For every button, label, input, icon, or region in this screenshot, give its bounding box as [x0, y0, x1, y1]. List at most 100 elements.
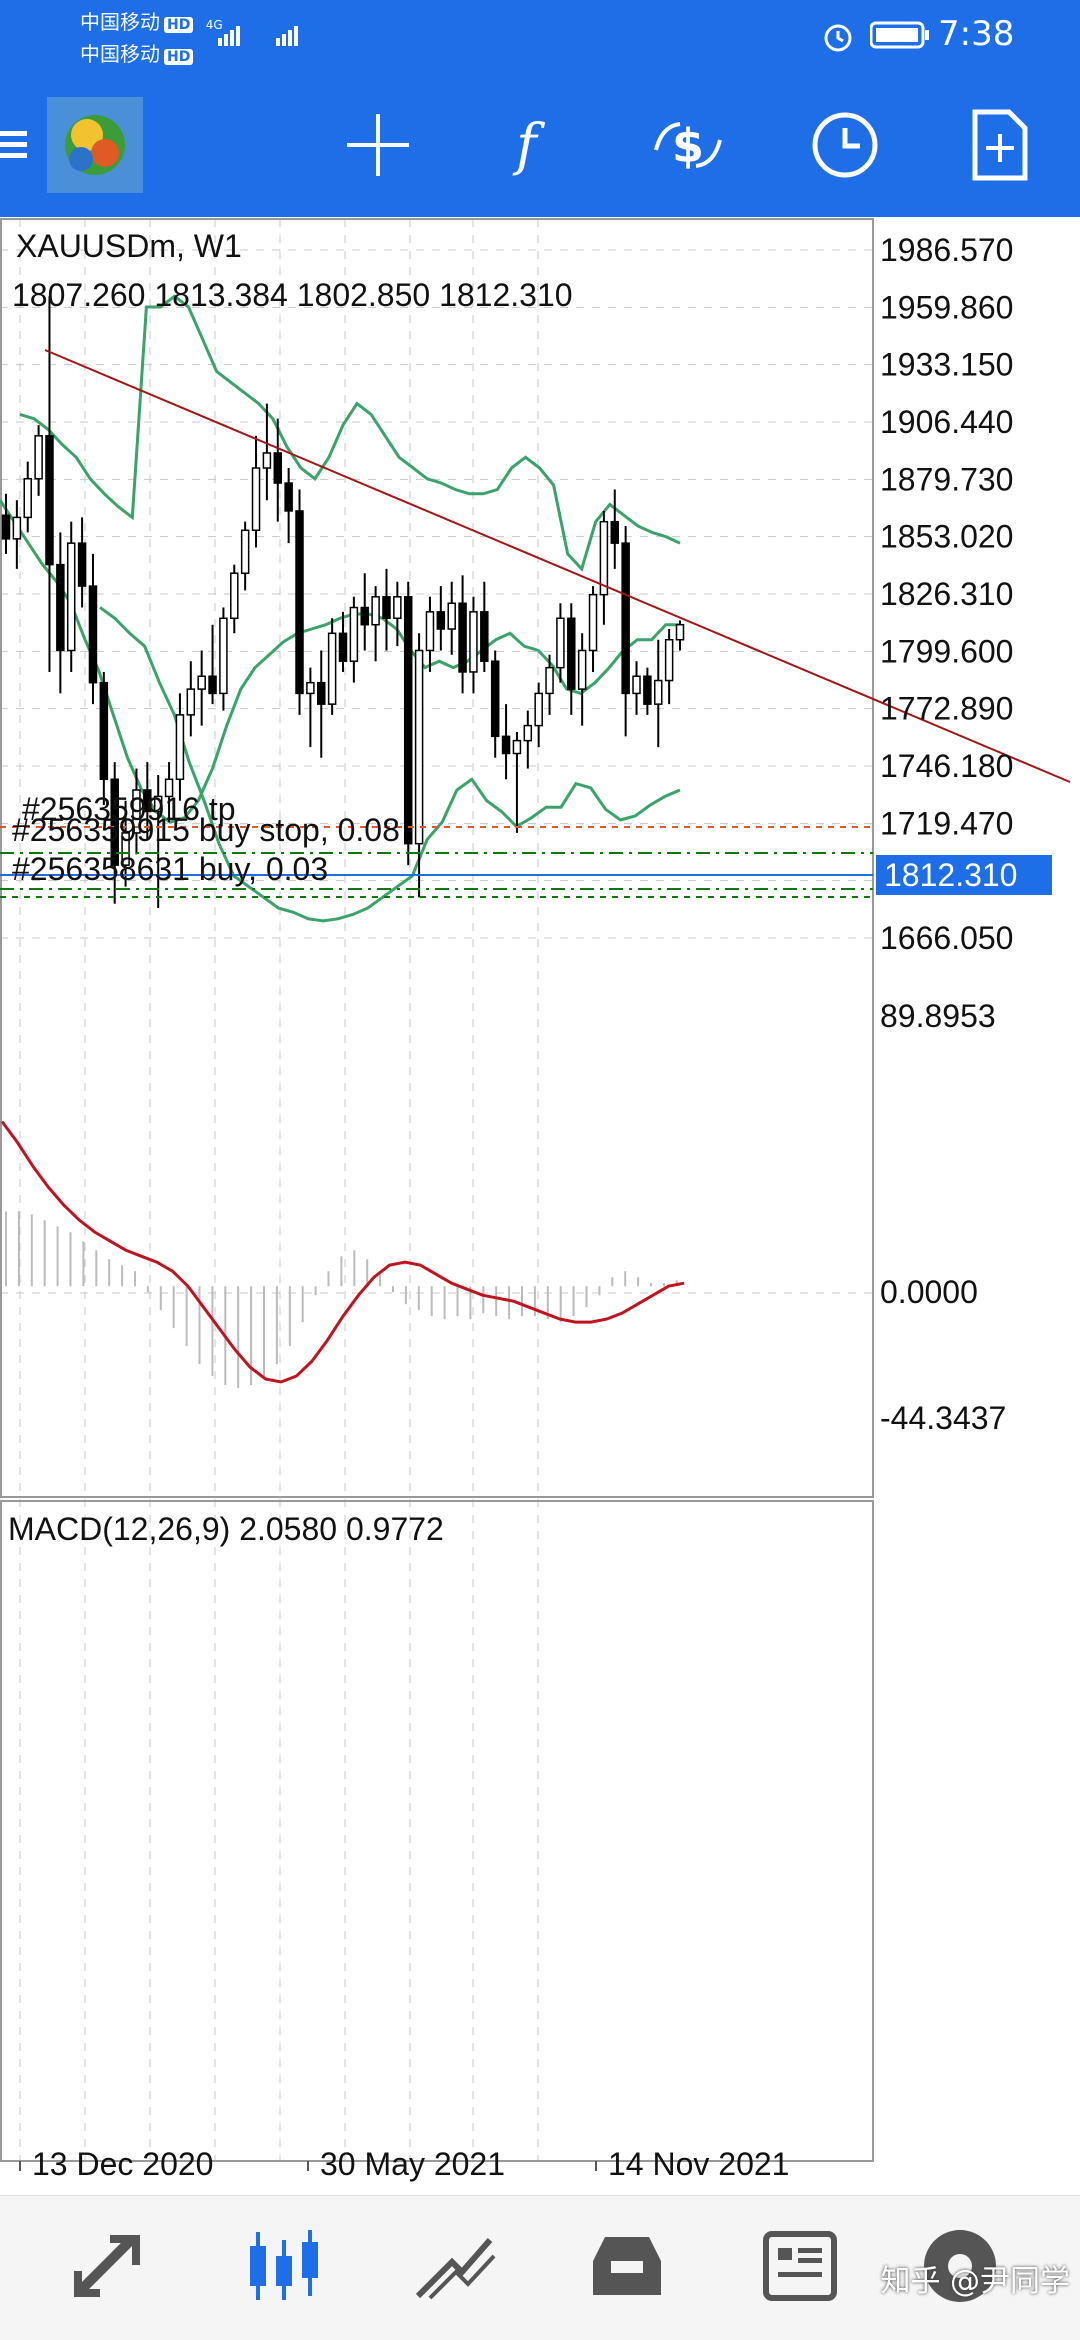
- crosshair-icon[interactable]: [328, 90, 428, 200]
- candlesticks[interactable]: [1, 296, 685, 909]
- candle-body[interactable]: [490, 660, 500, 738]
- chart-grid: [0, 219, 873, 2161]
- quotes-icon[interactable]: [55, 2216, 165, 2316]
- candle-body[interactable]: [175, 714, 185, 781]
- svg-text:f: f: [512, 113, 546, 178]
- candle-body[interactable]: [469, 611, 478, 673]
- candle-body[interactable]: [458, 602, 467, 673]
- candle-body[interactable]: [230, 572, 239, 620]
- candle-body[interactable]: [23, 478, 32, 519]
- time-tick-label: 13 Dec 2020: [32, 2146, 213, 2182]
- candle-body[interactable]: [153, 795, 163, 813]
- candle-body[interactable]: [110, 778, 119, 866]
- trade-icon[interactable]: $: [638, 90, 738, 200]
- price-axis: 1986.570 1959.860 1933.150 1906.440 1879.730…: [880, 232, 1013, 956]
- candle-body[interactable]: [317, 681, 326, 705]
- candle-body[interactable]: [425, 611, 435, 652]
- candle-body[interactable]: [197, 675, 206, 690]
- trendline[interactable]: [44, 349, 1071, 783]
- mt-logo-icon[interactable]: [44, 90, 146, 200]
- menu-icon[interactable]: [0, 90, 60, 200]
- candle-body[interactable]: [1, 514, 11, 540]
- candle-body[interactable]: [121, 832, 130, 866]
- macd-panel-frame: [0, 1500, 874, 2162]
- candle-body[interactable]: [327, 632, 337, 705]
- candle-body[interactable]: [219, 617, 228, 695]
- macd-indicator: [0, 1120, 685, 1389]
- function-icon[interactable]: f: [483, 90, 583, 200]
- candle-body[interactable]: [371, 596, 380, 626]
- chart-area[interactable]: 1986.570 1959.860 1933.150 1906.440 1879.730…: [0, 217, 1080, 2195]
- candle-body[interactable]: [588, 593, 598, 652]
- bottom-nav: 知乎 @尹同学: [0, 2195, 1080, 2340]
- candle-body[interactable]: [621, 542, 630, 695]
- new-document-icon[interactable]: [950, 90, 1050, 200]
- candle-body[interactable]: [34, 435, 43, 480]
- candle-body[interactable]: [382, 596, 391, 620]
- candle-body[interactable]: [414, 649, 424, 845]
- candle-body[interactable]: [664, 638, 674, 682]
- candle-body[interactable]: [208, 675, 217, 695]
- candle-body[interactable]: [512, 739, 522, 755]
- trade-icon[interactable]: [400, 2216, 510, 2316]
- history-icon[interactable]: [572, 2216, 682, 2316]
- candle-body[interactable]: [556, 617, 565, 669]
- macd-tick-label: 0.0000: [880, 1274, 978, 1310]
- candle-body[interactable]: [132, 789, 141, 834]
- candle-body[interactable]: [403, 596, 413, 845]
- candle-body[interactable]: [45, 435, 54, 566]
- candle-body[interactable]: [284, 482, 293, 512]
- macd-axis: 89.8953 0.0000 -44.3437: [880, 998, 1006, 1436]
- candle-body[interactable]: [77, 542, 87, 587]
- order-label-buy-stop: #256359915 buy stop, 0.08: [12, 812, 400, 848]
- bollinger-middle: [0, 499, 680, 824]
- candle-body[interactable]: [262, 452, 272, 469]
- candle-body[interactable]: [66, 542, 76, 652]
- price-tick-label: 1933.150: [880, 347, 1013, 383]
- candle-body[interactable]: [99, 681, 109, 781]
- price-tick-label: 1772.890: [880, 691, 1013, 727]
- candle-body[interactable]: [632, 675, 641, 695]
- candle-body[interactable]: [599, 520, 609, 596]
- charts-icon[interactable]: [228, 2216, 338, 2316]
- candle-body[interactable]: [273, 452, 283, 484]
- candle-body[interactable]: [186, 688, 196, 716]
- candle-body[interactable]: [393, 596, 402, 620]
- candle-body[interactable]: [143, 789, 152, 813]
- candle-body[interactable]: [675, 623, 685, 641]
- candle-body[interactable]: [349, 606, 359, 662]
- battery-icon: [869, 20, 932, 55]
- candle-body[interactable]: [610, 520, 620, 544]
- candle-body[interactable]: [88, 585, 98, 684]
- candle-body[interactable]: [12, 516, 22, 540]
- alarm-icon: [820, 18, 856, 59]
- candle-body[interactable]: [577, 649, 587, 690]
- candle-body[interactable]: [480, 611, 489, 662]
- candle-body[interactable]: [164, 778, 174, 798]
- price-tick-label: 1906.440: [880, 404, 1013, 440]
- settings-icon[interactable]: [905, 2216, 1015, 2316]
- candle-body[interactable]: [523, 724, 533, 742]
- candle-body[interactable]: [534, 692, 543, 727]
- candle-body[interactable]: [251, 467, 261, 532]
- candle-body[interactable]: [447, 602, 456, 630]
- candle-body[interactable]: [545, 666, 554, 695]
- news-icon[interactable]: [745, 2216, 855, 2316]
- candle-body[interactable]: [360, 606, 369, 626]
- candle-body[interactable]: [240, 529, 250, 574]
- candle-body[interactable]: [501, 735, 511, 755]
- candle-body[interactable]: [436, 611, 446, 630]
- current-price-label: 1812.310: [884, 857, 1017, 893]
- order-label-buy: #256358631 buy, 0.03: [12, 851, 328, 887]
- candle-body[interactable]: [56, 563, 65, 652]
- candle-body[interactable]: [567, 617, 576, 690]
- candle-body[interactable]: [643, 675, 652, 705]
- status-bar: 中国移动 HD 4G 中国移动 HD 7:38: [0, 0, 1080, 72]
- timeframe-clock-icon[interactable]: [795, 90, 895, 200]
- candle-body[interactable]: [306, 681, 315, 695]
- candle-body[interactable]: [654, 679, 663, 705]
- carrier-1: 中国移动 HD 4G: [80, 10, 223, 34]
- price-tick-label: 1826.310: [880, 576, 1013, 612]
- candle-body[interactable]: [338, 632, 348, 662]
- candle-body[interactable]: [295, 510, 304, 695]
